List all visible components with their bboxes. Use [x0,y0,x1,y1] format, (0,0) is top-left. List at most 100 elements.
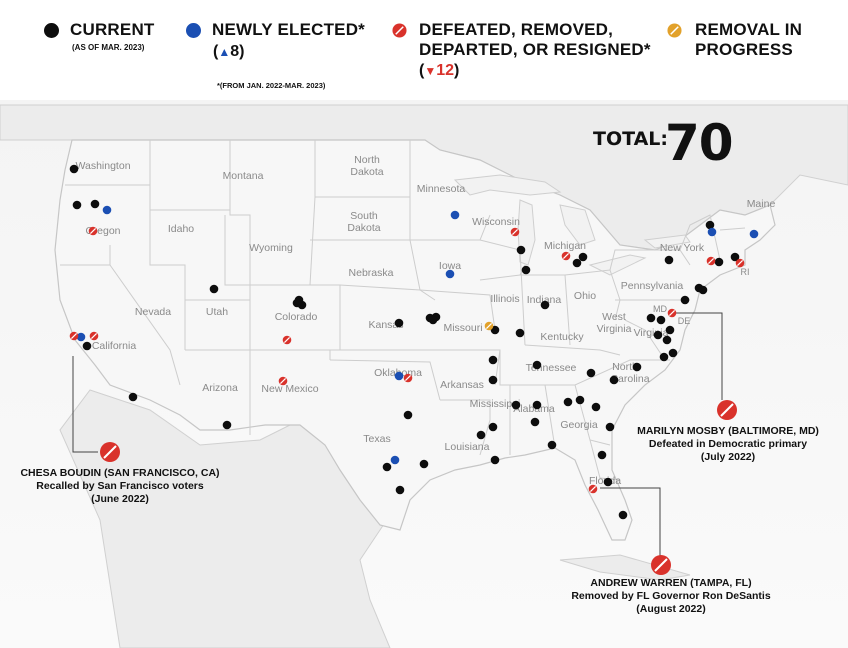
state-label-md: MD [653,304,667,314]
state-label-arizona: Arizona [202,382,238,394]
current-marker [90,199,100,209]
state-label-idaho: Idaho [168,223,194,235]
mosby-leader-line [675,312,723,400]
down-arrow-icon: ▼ [424,64,437,78]
mosby-callout: MARILYN MOSBY (BALTIMORE, MD) Defeated i… [618,425,838,464]
state-label-georgia: Georgia [560,419,598,431]
defeated-marker [510,227,520,237]
boudin-callout-name: CHESA BOUDIN (SAN FRANCISCO, CA) [20,467,220,479]
newly-elected-marker [749,229,759,239]
marker-layer [69,164,759,520]
current-marker-swatch [44,23,59,38]
defeated-marker [89,331,99,341]
defeated-marker [667,308,677,318]
defeated-marker [403,373,413,383]
state-label-indiana: Indiana [527,294,562,306]
state-label-wisconsin: Wisconsin [472,216,520,228]
state-label-wyoming: Wyoming [249,242,293,254]
state-label-de: DE [678,316,691,326]
state-label-ri: RI [741,267,750,277]
state-label-new-york: New York [660,242,705,254]
boudin-callout: CHESA BOUDIN (SAN FRANCISCO, CA) Recalle… [10,467,230,506]
state-label-north-carolina-2: Carolina [610,373,649,385]
current-marker [488,375,498,385]
total-value: 70 [665,114,734,172]
current-marker [662,335,672,345]
state-label-nevada: Nevada [135,306,171,318]
warren-callout-marker [651,555,671,575]
current-marker [575,395,585,405]
warren-callout-detail: Removed by FL Governor Ron DeSantis [571,590,771,602]
current-marker [428,315,438,325]
current-marker [128,392,138,402]
legend-newly-elected-note: *(FROM JAN. 2022-MAR. 2023) [217,81,326,90]
total-label: TOTAL: [593,128,669,150]
defeated-marker [69,331,79,341]
newly-elected-marker-swatch [186,23,201,38]
callout-leaders [72,312,723,557]
state-label-south-dakota-2: Dakota [347,222,380,234]
current-marker [591,402,601,412]
defeated-marker [735,258,745,268]
state-label-pennsylvania: Pennsylvania [621,280,684,292]
state-label-north-dakota-2: Dakota [350,166,383,178]
warren-callout-name: ANDREW WARREN (TAMPA, FL) [590,577,752,589]
lake-ontario [643,234,691,249]
current-marker [476,430,486,440]
state-label-california: California [92,340,137,352]
state-label-arkansas: Arkansas [440,379,484,391]
newly-elected-marker [394,371,404,381]
current-marker [603,477,613,487]
up-arrow-icon: ▲ [218,45,231,59]
legend-removal-label-line1: REMOVAL IN [695,20,803,39]
legend-current-label: CURRENT [70,20,155,39]
current-marker [597,450,607,460]
defeated-marker [278,376,288,386]
state-label-utah: Utah [206,306,228,318]
current-marker [382,462,392,472]
lake-superior [453,174,562,196]
newly-elected-marker [102,205,112,215]
state-label-ohio: Ohio [574,290,596,302]
legend-current-note: (AS OF MAR. 2023) [72,43,145,52]
state-label-missouri: Missouri [443,322,482,334]
current-marker [705,220,715,230]
mosby-callout-marker [717,400,737,420]
newly-elected-marker [707,227,717,237]
boudin-callout-date: (June 2022) [91,493,149,505]
state-label-montana: Montana [223,170,264,182]
current-marker [646,313,656,323]
legend: CURRENT (AS OF MAR. 2023) NEWLY ELECTED*… [0,0,848,100]
defeated-marker [706,256,716,266]
legend-newly-elected-label: NEWLY ELECTED* [212,20,365,39]
current-marker [82,341,92,351]
current-marker [605,422,615,432]
current-marker [516,245,526,255]
mosby-callout-date: (July 2022) [700,451,756,463]
state-label-colorado: Colorado [275,311,318,323]
state-label-mississippi: Mississippi [470,398,521,410]
current-marker [532,360,542,370]
newly-elected-marker [390,455,400,465]
legend-defeated-label-line1: DEFEATED, REMOVED, [419,20,614,39]
defeated-marker [561,251,571,261]
state-label-virginia: Virginia [634,327,669,339]
current-marker [563,397,573,407]
current-marker [572,258,582,268]
state-label-kentucky: Kentucky [540,331,584,343]
boudin-callout-detail: Recalled by San Francisco voters [36,480,204,492]
lake-huron [559,204,596,246]
legend-defeated-label-line2: DEPARTED, OR RESIGNED* [419,40,651,59]
state-label-texas: Texas [363,433,390,445]
legend-newly-elected-count: (▲8) [213,43,245,60]
current-marker [680,295,690,305]
defeated-marker-swatch [392,23,407,38]
current-marker [490,455,500,465]
current-marker [714,257,724,267]
legend-removal-label-line2: PROGRESS [695,40,793,59]
current-marker [547,440,557,450]
current-marker [664,255,674,265]
current-marker [69,164,79,174]
state-label-new-mexico: New Mexico [261,383,318,395]
current-marker [659,352,669,362]
